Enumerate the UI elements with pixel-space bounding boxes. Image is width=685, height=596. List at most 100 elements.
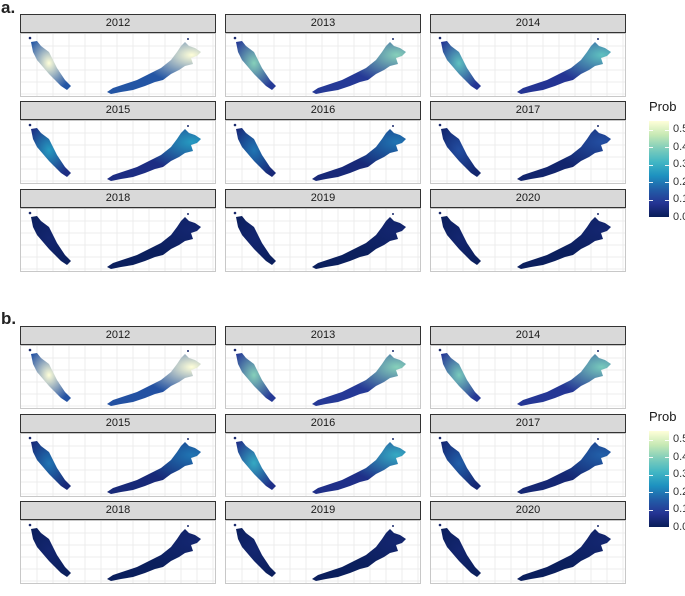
- island-dot: [187, 213, 189, 215]
- island-dot: [392, 350, 394, 352]
- legend-tick-label: 0.0: [673, 520, 685, 533]
- borneo-region: [517, 129, 611, 181]
- facet-2013: 2013: [225, 326, 421, 409]
- peninsula-region: [236, 128, 276, 177]
- island-dot: [187, 438, 189, 440]
- facet-strip-label: 2016: [225, 414, 421, 433]
- facet-strip-label: 2018: [20, 501, 216, 520]
- island-dot: [28, 436, 32, 440]
- peninsula-region: [31, 128, 71, 177]
- legend-tick-label: 0.3: [673, 158, 685, 171]
- island-dot: [233, 123, 237, 127]
- facet-map-plot: [20, 33, 216, 97]
- island-dot: [438, 36, 442, 40]
- peninsula-region: [31, 41, 71, 90]
- legend-tick-label: 0.0: [673, 210, 685, 223]
- legend-tick-label: 0.1: [673, 503, 685, 516]
- island-dot: [233, 436, 237, 440]
- island-dot: [438, 123, 442, 127]
- facet-2017: 2017: [430, 101, 626, 184]
- island-dot: [392, 525, 394, 527]
- legend-colorbar: [649, 431, 669, 527]
- facet-strip-label: 2014: [430, 326, 626, 345]
- peninsula-region: [236, 441, 276, 490]
- island-dot: [392, 438, 394, 440]
- facet-map-plot: [20, 433, 216, 497]
- borneo-region: [517, 217, 611, 269]
- island-dot: [187, 38, 189, 40]
- facet-2018: 2018: [20, 501, 216, 584]
- borneo-region: [517, 354, 611, 406]
- island-dot: [597, 125, 599, 127]
- island-dot: [597, 350, 599, 352]
- borneo-region: [312, 129, 406, 181]
- borneo-region: [107, 217, 201, 269]
- island-dot: [392, 125, 394, 127]
- borneo-region: [107, 529, 201, 581]
- facet-strip-label: 2015: [20, 414, 216, 433]
- facet-strip-label: 2019: [225, 189, 421, 208]
- facet-2013: 2013: [225, 14, 421, 97]
- island-dot: [28, 123, 32, 127]
- peninsula-region: [31, 528, 71, 577]
- borneo-region: [312, 217, 406, 269]
- peninsula-region: [441, 441, 481, 490]
- island-dot: [597, 38, 599, 40]
- borneo-region: [312, 42, 406, 94]
- borneo-region: [517, 529, 611, 581]
- peninsula-region: [236, 353, 276, 402]
- facet-strip-label: 2020: [430, 189, 626, 208]
- facet-2019: 2019: [225, 501, 421, 584]
- facet-map-plot: [430, 120, 626, 184]
- borneo-region: [517, 42, 611, 94]
- island-dot: [233, 348, 237, 352]
- facet-strip-label: 2017: [430, 101, 626, 120]
- facet-2012: 2012: [20, 326, 216, 409]
- peninsula-region: [236, 528, 276, 577]
- facet-strip-label: 2016: [225, 101, 421, 120]
- facet-2020: 2020: [430, 189, 626, 272]
- facet-2020: 2020: [430, 501, 626, 584]
- peninsula-region: [441, 216, 481, 265]
- facet-map-plot: [225, 433, 421, 497]
- island-dot: [233, 36, 237, 40]
- facet-map-plot: [430, 208, 626, 272]
- legend-a: Prob 0.5 0.4 0.3 0.2 0.1 0.0: [649, 99, 685, 249]
- facet-strip-label: 2018: [20, 189, 216, 208]
- facet-2012: 2012: [20, 14, 216, 97]
- borneo-region: [312, 354, 406, 406]
- island-dot: [28, 36, 32, 40]
- island-dot: [392, 213, 394, 215]
- borneo-region: [107, 129, 201, 181]
- facet-strip-label: 2020: [430, 501, 626, 520]
- legend-tick-label: 0.1: [673, 193, 685, 206]
- panel-label-a: a.: [1, 0, 16, 17]
- island-dot: [187, 525, 189, 527]
- facet-2014: 2014: [430, 326, 626, 409]
- legend-b: Prob 0.5 0.4 0.3 0.2 0.1 0.0: [649, 409, 685, 559]
- facet-strip-label: 2013: [225, 14, 421, 33]
- facet-2019: 2019: [225, 189, 421, 272]
- peninsula-region: [441, 528, 481, 577]
- island-dot: [597, 525, 599, 527]
- facet-strip-label: 2019: [225, 501, 421, 520]
- facet-strip-label: 2017: [430, 414, 626, 433]
- facet-strip-label: 2012: [20, 326, 216, 345]
- legend-colorbar: [649, 121, 669, 217]
- facet-strip-label: 2013: [225, 326, 421, 345]
- island-dot: [233, 211, 237, 215]
- borneo-region: [107, 354, 201, 406]
- facet-2016: 2016: [225, 414, 421, 497]
- island-dot: [597, 438, 599, 440]
- legend-tick-label: 0.2: [673, 175, 685, 188]
- legend-tick-label: 0.4: [673, 450, 685, 463]
- facet-strip-label: 2012: [20, 14, 216, 33]
- panel-label-b: b.: [1, 309, 17, 328]
- island-dot: [438, 348, 442, 352]
- facet-map-plot: [225, 33, 421, 97]
- legend-title: Prob: [649, 99, 677, 114]
- legend-tick-label: 0.5: [673, 433, 685, 446]
- legend-title: Prob: [649, 409, 677, 424]
- facet-2018: 2018: [20, 189, 216, 272]
- facet-map-plot: [430, 520, 626, 584]
